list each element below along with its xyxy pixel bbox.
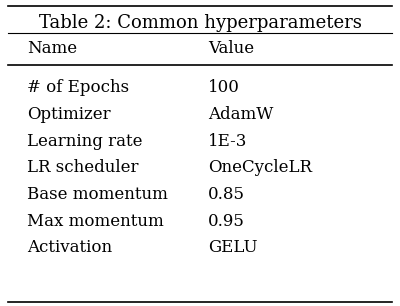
Text: 1E-3: 1E-3 — [208, 133, 247, 150]
Text: Table 2: Common hyperparameters: Table 2: Common hyperparameters — [38, 13, 362, 32]
Text: # of Epochs: # of Epochs — [27, 79, 129, 96]
Text: 100: 100 — [208, 79, 240, 96]
Text: Name: Name — [27, 40, 77, 57]
Text: Value: Value — [208, 40, 254, 57]
Text: OneCycleLR: OneCycleLR — [208, 159, 312, 176]
Text: Activation: Activation — [27, 239, 112, 256]
Text: 0.85: 0.85 — [208, 186, 245, 203]
Text: Max momentum: Max momentum — [27, 213, 164, 230]
Text: Base momentum: Base momentum — [27, 186, 168, 203]
Text: Optimizer: Optimizer — [27, 106, 111, 123]
Text: 0.95: 0.95 — [208, 213, 244, 230]
Text: LR scheduler: LR scheduler — [27, 159, 138, 176]
Text: Learning rate: Learning rate — [27, 133, 142, 150]
Text: AdamW: AdamW — [208, 106, 273, 123]
Text: GELU: GELU — [208, 239, 257, 256]
